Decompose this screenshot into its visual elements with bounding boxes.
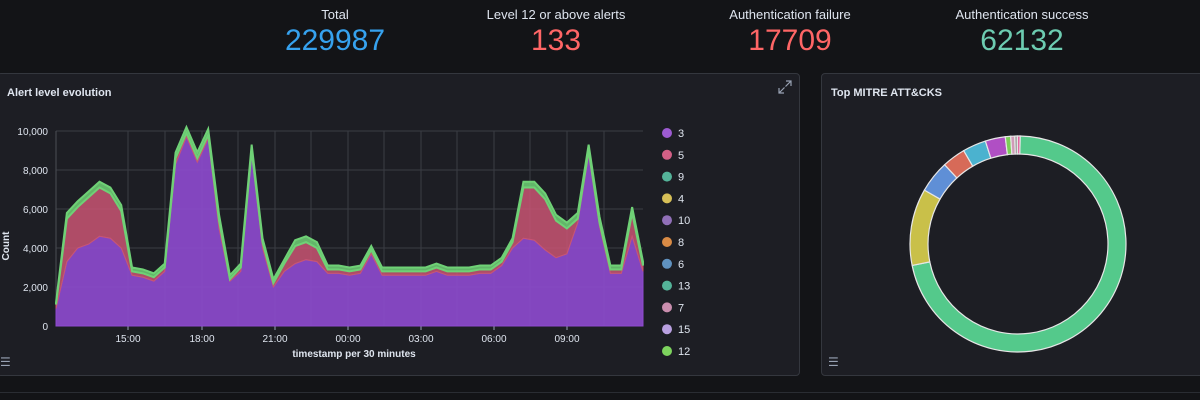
legend-label-9[interactable]: 9 [678, 172, 684, 184]
metric-auth-success: Authentication success 62132 [902, 0, 1142, 56]
mitre-panel: Top MITRE ATT&CKS ☰ [821, 73, 1200, 376]
legend-swatch-9[interactable] [662, 171, 672, 182]
legend-swatch-10[interactable] [662, 215, 672, 226]
alert-level-panel-title: Alert level evolution [7, 87, 112, 99]
y-tick-label: 4,000 [23, 244, 48, 255]
legend-label-8[interactable]: 8 [678, 237, 684, 249]
legend-swatch-13[interactable] [662, 280, 672, 291]
legend-swatch-3[interactable] [662, 128, 672, 138]
legend-swatch-15[interactable] [662, 324, 672, 335]
metric-level12-value[interactable]: 133 [530, 24, 582, 57]
y-tick-label: 10,000 [17, 127, 48, 138]
area-series-9[interactable] [55, 124, 644, 305]
metric-total: Total 229987 [215, 0, 455, 56]
legend-label-5[interactable]: 5 [678, 150, 684, 162]
legend-swatch-7[interactable] [662, 302, 672, 313]
x-axis-ticks: 15:00 18:00 21:00 00:00 03:00 06:00 09:00 [115, 334, 579, 345]
metric-auth-success-value[interactable]: 62132 [980, 24, 1064, 57]
donut-slice[interactable] [909, 189, 941, 267]
x-tick-label: 06:00 [481, 334, 506, 345]
y-tick-label: 0 [42, 322, 48, 333]
x-tick-label: 15:00 [115, 334, 140, 345]
x-tick-label: 09:00 [554, 334, 579, 345]
x-tick-label: 00:00 [335, 334, 360, 345]
legend-swatch-8[interactable] [662, 237, 672, 247]
metric-total-value[interactable]: 229987 [284, 24, 386, 57]
y-tick-label: 8,000 [23, 166, 48, 177]
metric-level12: Level 12 or above alerts 133 [436, 0, 676, 56]
legend-label-15[interactable]: 15 [678, 324, 690, 336]
legend-swatch-6[interactable] [662, 258, 672, 269]
legend-toggle-icon[interactable]: ☰ [0, 355, 11, 369]
legend-label-3[interactable]: 3 [678, 128, 684, 140]
metric-level12-label: Level 12 or above alerts [486, 7, 626, 22]
x-tick-label: 03:00 [408, 334, 433, 345]
legend-label-12[interactable]: 12 [678, 346, 690, 358]
expand-icon[interactable] [777, 79, 793, 95]
legend-swatch-4[interactable] [662, 193, 672, 204]
mitre-panel-title: Top MITRE ATT&CKS [831, 87, 942, 99]
legend-label-10[interactable]: 10 [678, 215, 690, 227]
x-tick-label: 21:00 [262, 334, 287, 345]
y-axis-label: Count [1, 231, 12, 261]
chart-legend: 3 5 9 4 10 8 6 13 7 15 12 [662, 128, 690, 358]
y-tick-label: 6,000 [23, 205, 48, 216]
x-tick-label: 18:00 [189, 334, 214, 345]
legend-toggle-icon-mitre[interactable]: ☰ [828, 355, 839, 369]
legend-swatch-12[interactable] [662, 346, 672, 356]
alert-level-panel: Alert level evolution 0 2,000 4,000 6,000 8,… [0, 73, 800, 376]
metric-auth-failure-value[interactable]: 17709 [748, 24, 832, 57]
bottom-divider [0, 392, 1200, 393]
legend-label-6[interactable]: 6 [678, 259, 684, 271]
mitre-donut-chart [909, 135, 1127, 353]
alert-area-chart: 0 2,000 4,000 6,000 8,000 10,000 15:00 18:00 21… [1, 124, 690, 360]
donut-slice[interactable] [911, 135, 1127, 353]
legend-swatch-5[interactable] [662, 149, 672, 160]
metric-auth-failure: Authentication failure 17709 [670, 0, 910, 56]
y-tick-label: 2,000 [23, 283, 48, 294]
x-axis-label: timestamp per 30 minutes [292, 349, 416, 360]
legend-label-7[interactable]: 7 [678, 302, 684, 314]
legend-label-4[interactable]: 4 [678, 193, 684, 205]
y-axis-ticks: 0 2,000 4,000 6,000 8,000 10,000 [17, 127, 48, 333]
metric-auth-failure-label: Authentication failure [729, 7, 851, 22]
legend-label-13[interactable]: 13 [678, 281, 690, 293]
donut-slices [909, 135, 1127, 353]
metric-total-label: Total [321, 7, 349, 22]
donut-slice[interactable] [1016, 135, 1021, 155]
chart-series [55, 124, 644, 327]
metric-auth-success-label: Authentication success [955, 7, 1089, 22]
